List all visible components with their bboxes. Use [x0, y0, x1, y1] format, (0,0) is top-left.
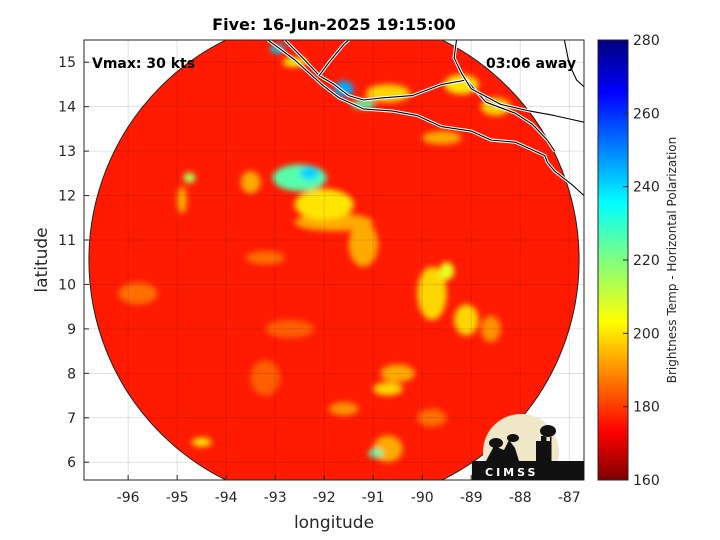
x-tick-label: -87 [558, 490, 581, 506]
x-tick-label: -96 [117, 490, 140, 506]
y-tick-label: 12 [58, 189, 76, 205]
colorbar-tick-label: 220 [633, 253, 660, 269]
y-tick-label: 14 [58, 100, 76, 116]
cimss-logo-text: CIMSS [485, 466, 538, 479]
convection-cell [265, 320, 315, 338]
convection-cell [334, 80, 354, 97]
convection-cell [373, 435, 403, 463]
y-tick-label: 8 [67, 366, 76, 382]
convection-cell [250, 360, 281, 396]
convection-cell [245, 251, 285, 265]
colorbar-tick-label: 280 [633, 33, 660, 49]
x-tick-label: -90 [411, 490, 434, 506]
swath-image [88, 40, 580, 480]
convection-cell [191, 437, 212, 447]
y-tick-label: 10 [58, 277, 76, 293]
convection-cell [454, 304, 479, 336]
cimss-logo: CIMSS [472, 414, 584, 480]
distance-annotation: 03:06 away [486, 56, 576, 72]
convection-cell [373, 382, 403, 396]
convection-cell [272, 164, 327, 192]
x-tick-label: -95 [166, 490, 189, 506]
colorbar-tick-label: 180 [633, 400, 660, 416]
swath-outline [88, 40, 580, 480]
convection-cell [118, 282, 158, 305]
convection-cell [439, 262, 455, 280]
coastline [563, 40, 584, 88]
plot-frame [83, 39, 585, 481]
vmax-annotation: Vmax: 30 kts [92, 56, 195, 72]
coastline [284, 40, 556, 152]
convection-cell [481, 315, 501, 343]
y-tick-label: 6 [67, 455, 76, 471]
coastline [453, 40, 584, 123]
colorbar-tick-label: 200 [633, 326, 660, 342]
chart-title: Five: 16-Jun-2025 19:15:00 [212, 15, 456, 34]
y-axis-label: latitude [32, 227, 52, 292]
convection-cell [183, 172, 196, 184]
convection-cell [299, 166, 320, 180]
convection-cell [380, 364, 415, 383]
convection-cell [177, 186, 187, 214]
convection-cell [368, 448, 384, 458]
y-tick-label: 15 [58, 55, 76, 71]
x-tick-label: -88 [509, 490, 532, 506]
x-axis-label: longitude [294, 513, 374, 533]
colorbar-label: Brightness Temp - Horizontal Polarizatio… [665, 137, 679, 384]
grid-lines [84, 40, 584, 480]
x-tick-label: -94 [215, 490, 238, 506]
coastline [318, 40, 350, 76]
y-tick-label: 11 [58, 233, 76, 249]
coastline [267, 40, 584, 197]
x-tick-label: -89 [460, 490, 483, 506]
convection-cell [240, 171, 261, 194]
colorbar-ticks: 160 180 200 220 240 260 280 [623, 33, 660, 489]
x-tick-label: -93 [264, 490, 287, 506]
convection-cell [348, 222, 379, 267]
coastlines [266, 40, 584, 197]
convection-cell [422, 131, 462, 145]
convection-cell [417, 266, 447, 321]
convection-cell [294, 188, 354, 220]
convection-cell [329, 402, 359, 416]
colorbar-tick-label: 260 [633, 106, 660, 122]
colorbar-tick-label: 240 [633, 180, 660, 196]
y-tick-label: 9 [67, 322, 76, 338]
x-tick-label: -92 [313, 490, 336, 506]
x-axis-ticks: -96 -95 -94 -93 -92 -91 -90 -89 -88 -87 [117, 475, 581, 506]
y-tick-label: 7 [67, 411, 76, 427]
x-tick-label: -91 [362, 490, 385, 506]
y-tick-label: 13 [58, 144, 76, 160]
colorbar-tick-label: 160 [633, 473, 660, 489]
y-axis-ticks: 6 7 8 9 10 11 12 13 14 15 [58, 55, 89, 471]
convection-features [118, 44, 511, 463]
convection-cell [417, 408, 447, 427]
